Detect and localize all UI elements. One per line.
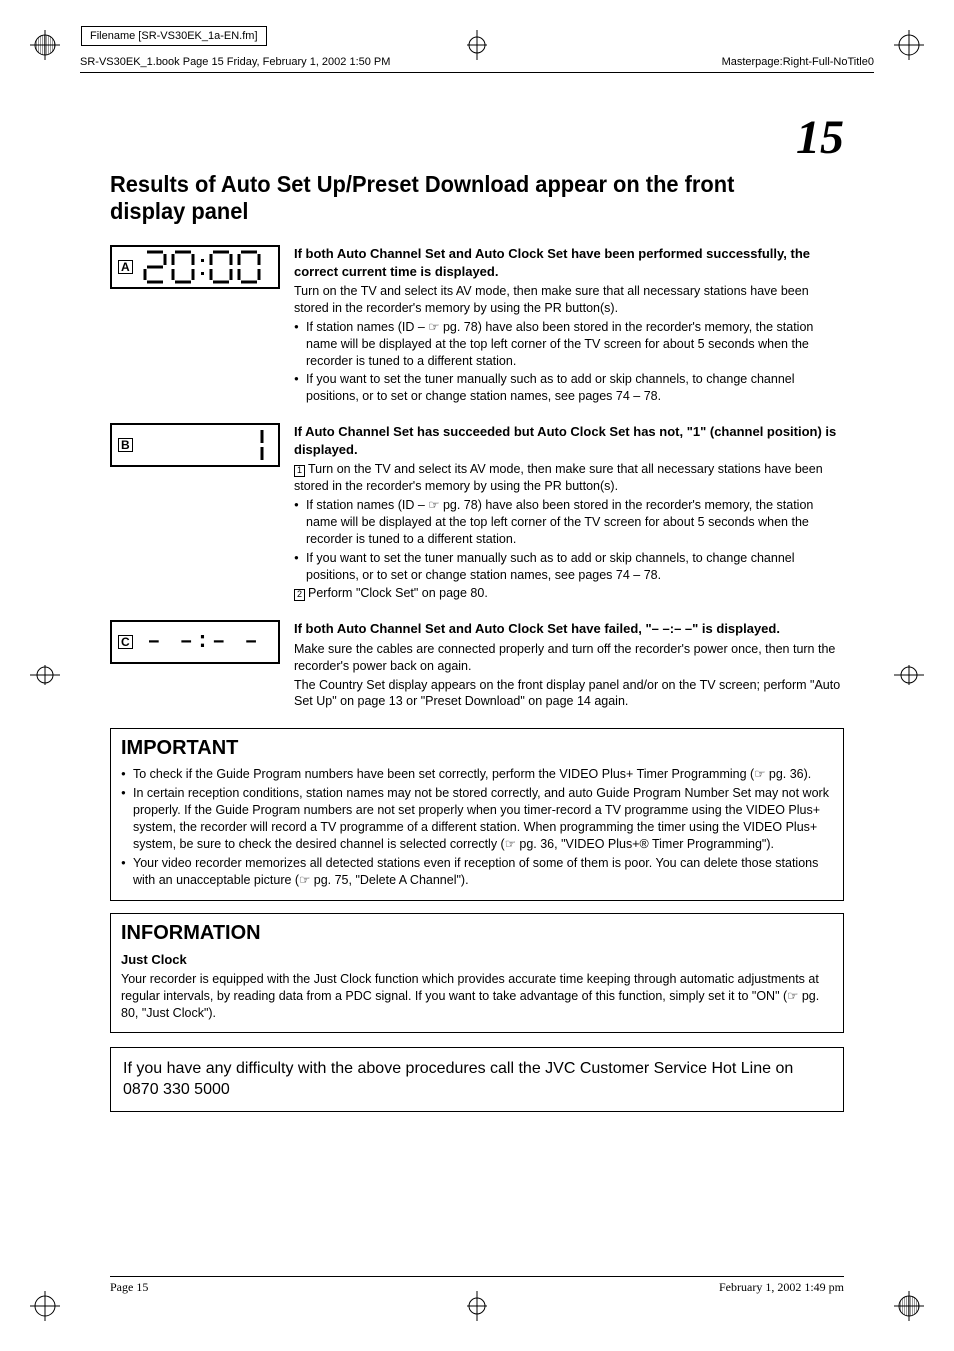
display-b: B xyxy=(110,423,280,467)
section-a-title: If both Auto Channel Set and Auto Clock … xyxy=(294,245,844,280)
information-heading: INFORMATION xyxy=(121,920,833,947)
display-a: A xyxy=(110,245,280,289)
display-c-label: C xyxy=(118,635,133,649)
information-subhead: Just Clock xyxy=(121,951,833,969)
book-line: SR-VS30EK_1.book Page 15 Friday, Februar… xyxy=(80,56,390,68)
display-b-label: B xyxy=(118,438,133,452)
masterpage-label: Masterpage:Right-Full-NoTitle0 xyxy=(722,56,874,68)
section-a-bullet-1: If station names (ID – ☞ pg. 78) have al… xyxy=(294,319,844,370)
information-body: Your recorder is equipped with the Just … xyxy=(121,971,833,1022)
footer-right: February 1, 2002 1:49 pm xyxy=(719,1280,844,1295)
section-b-step1: 1Turn on the TV and select its AV mode, … xyxy=(294,461,844,495)
seg-display-c-icon: – –:– – xyxy=(129,631,260,653)
section-a-bullet-2: If you want to set the tuner manually su… xyxy=(294,371,844,405)
crop-mark-bl xyxy=(30,1291,60,1321)
page-number: 15 xyxy=(110,110,844,165)
display-c: C – –:– – xyxy=(110,620,280,664)
section-c-p2: The Country Set display appears on the f… xyxy=(294,677,844,711)
important-b1: To check if the Guide Program numbers ha… xyxy=(121,766,833,783)
crop-mark-tr xyxy=(894,30,924,60)
seg-display-b-icon xyxy=(112,428,278,462)
main-heading: Results of Auto Set Up/Preset Download a… xyxy=(110,171,807,225)
section-b: B If Auto Channel Set has succeeded but … xyxy=(110,423,844,604)
information-box: INFORMATION Just Clock Your recorder is … xyxy=(110,913,844,1032)
footer: Page 15 February 1, 2002 1:49 pm xyxy=(110,1280,844,1295)
section-c-p1: Make sure the cables are connected prope… xyxy=(294,641,844,675)
important-box: IMPORTANT To check if the Guide Program … xyxy=(110,728,844,901)
important-heading: IMPORTANT xyxy=(121,735,833,762)
top-divider xyxy=(80,72,874,73)
hotline-box: If you have any difficulty with the abov… xyxy=(110,1047,844,1112)
crop-mark-mr xyxy=(894,665,924,685)
page-content: 15 Results of Auto Set Up/Preset Downloa… xyxy=(110,110,844,1241)
section-b-step2: 2Perform "Clock Set" on page 80. xyxy=(294,585,844,602)
section-a: A xyxy=(110,245,844,407)
crop-mark-tl xyxy=(30,30,60,60)
footer-left: Page 15 xyxy=(110,1280,148,1295)
seg-display-a-icon xyxy=(112,250,278,284)
section-a-para: Turn on the TV and select its AV mode, t… xyxy=(294,283,844,317)
crop-mark-ml xyxy=(30,665,60,685)
section-c-title: If both Auto Channel Set and Auto Clock … xyxy=(294,620,844,638)
section-b-title: If Auto Channel Set has succeeded but Au… xyxy=(294,423,844,458)
topbar: SR-VS30EK_1.book Page 15 Friday, Februar… xyxy=(80,56,874,68)
section-b-bullet-1: If station names (ID – ☞ pg. 78) have al… xyxy=(294,497,844,548)
crop-mark-br xyxy=(894,1291,924,1321)
section-c: C – –:– – If both Auto Channel Set and A… xyxy=(110,620,844,712)
crop-mark-mb xyxy=(467,1291,487,1321)
footer-divider xyxy=(110,1276,844,1277)
important-b3: Your video recorder memorizes all detect… xyxy=(121,855,833,889)
important-b2: In certain reception conditions, station… xyxy=(121,785,833,853)
display-a-label: A xyxy=(118,260,133,274)
filename-label: Filename [SR-VS30EK_1a-EN.fm] xyxy=(81,26,267,46)
section-b-bullet-2: If you want to set the tuner manually su… xyxy=(294,550,844,584)
